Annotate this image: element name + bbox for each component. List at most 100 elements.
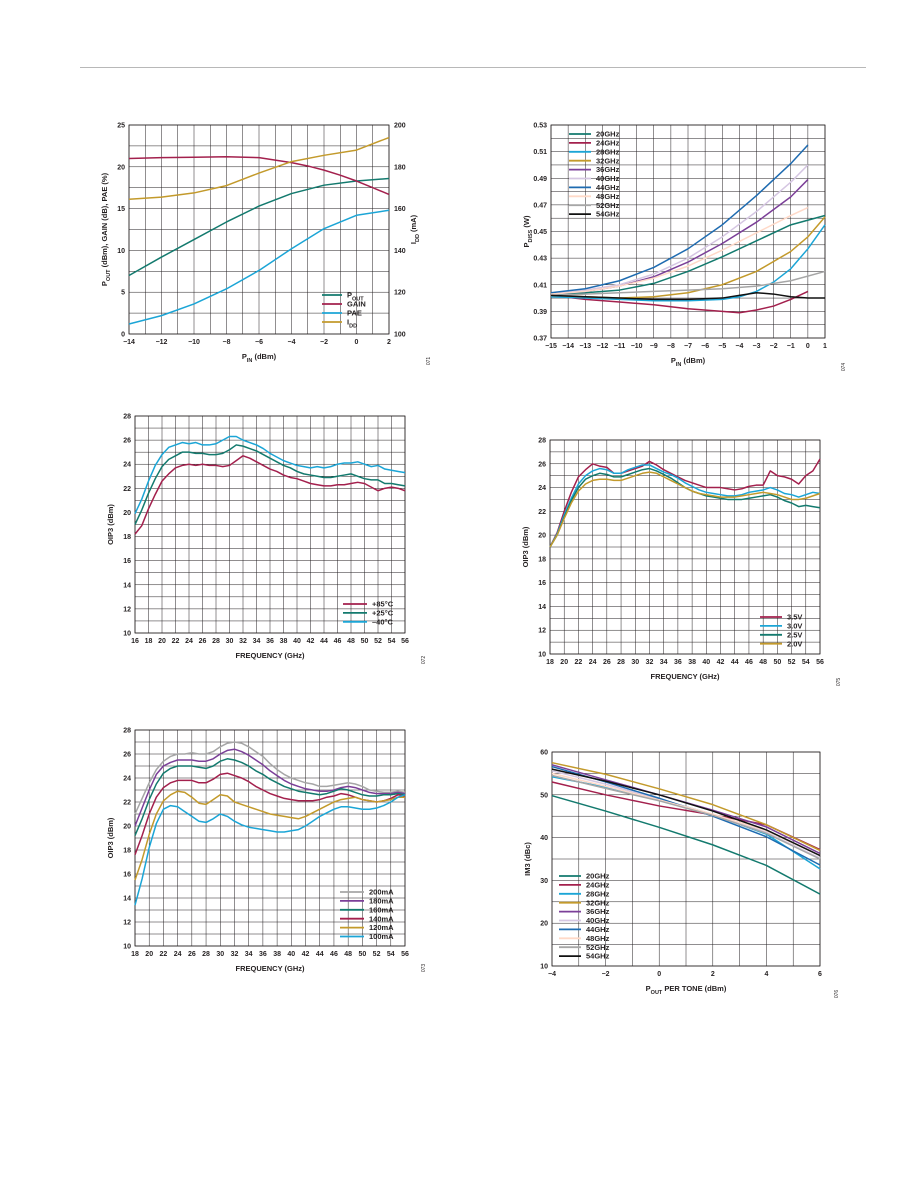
y-axis-label: PDISS (W) bbox=[522, 215, 534, 248]
series-line-40ghz bbox=[550, 164, 809, 295]
x-tick-label: 38 bbox=[280, 638, 288, 645]
x-tick-label: 36 bbox=[259, 951, 267, 958]
x-tick-label: 24 bbox=[589, 659, 597, 666]
legend-label: 54GHz bbox=[596, 210, 620, 219]
x-tick-label: −1 bbox=[787, 343, 795, 350]
x-tick-label: 18 bbox=[145, 638, 153, 645]
y-axis-label: IM3 (dBc) bbox=[523, 842, 532, 876]
y-tick-label: 14 bbox=[538, 604, 546, 611]
x-tick-label: 4 bbox=[764, 971, 768, 978]
x-tick-label: −14 bbox=[562, 343, 574, 350]
legend-label: POUT bbox=[347, 291, 364, 303]
series-line-28ghz bbox=[550, 224, 826, 302]
series-line-52ghz bbox=[551, 774, 821, 860]
x-tick-label: 28 bbox=[202, 951, 210, 958]
x-tick-label: 34 bbox=[660, 659, 668, 666]
y-tick-label: 20 bbox=[538, 533, 546, 540]
legend-label: 2.5V bbox=[787, 630, 802, 639]
oip3-vs-frequency-current-chart: 18 20 22 24 26 28 30 32 34 36 38 40 42 44 46 48 50 52 54 56… bbox=[106, 728, 427, 974]
oip3-vs-frequency-voltage-chart: 18 20 22 24 26 28 30 32 34 36 38 40 42 44 46 48 50 52 54 56… bbox=[521, 438, 842, 687]
x-tick-label: 42 bbox=[717, 659, 725, 666]
header-rule bbox=[80, 67, 866, 68]
x-tick-label: 42 bbox=[302, 951, 310, 958]
legend-label: IDD bbox=[347, 318, 357, 330]
y-tick-label: 26 bbox=[123, 438, 131, 445]
x-tick-label: 22 bbox=[172, 638, 180, 645]
x-tick-label: 50 bbox=[773, 659, 781, 666]
x-tick-label: 26 bbox=[199, 638, 207, 645]
y-tick-label: 0.41 bbox=[533, 282, 547, 289]
legend: 20GHz24GHz28GHz32GHz36GHz40GHz44GHz48GHz… bbox=[559, 872, 610, 961]
y-tick-label: 10 bbox=[538, 652, 546, 659]
series-line-pae bbox=[128, 209, 390, 325]
legend-label: +25°C bbox=[372, 609, 394, 618]
y-tick-label: 20 bbox=[123, 824, 131, 831]
y-tick-label: 10 bbox=[123, 944, 131, 951]
x-tick-label: 54 bbox=[387, 951, 395, 958]
series-line-44ghz bbox=[550, 144, 809, 294]
series-line-24ghz bbox=[550, 290, 809, 314]
legend-label: 120mA bbox=[369, 923, 394, 932]
y-tick-label: 16 bbox=[123, 872, 131, 879]
pdiss-vs-pin-chart: −15 −14 −13 −12 −11 −10 −9 −8 −7 −6 −5 −4 −3 −2 −1 0 10.… bbox=[522, 123, 847, 372]
x-tick-label: −12 bbox=[596, 343, 608, 350]
im3-vs-pout-per-tone-chart: −4 −2 0 2 4 6 10 20 30 40 50 60 POUT PER TONE (dBm) I… bbox=[523, 750, 840, 999]
series-line-52ghz bbox=[550, 270, 826, 297]
x-tick-label: −14 bbox=[123, 339, 135, 346]
legend-label: 200mA bbox=[369, 888, 394, 897]
x-tick-label: −2 bbox=[770, 343, 778, 350]
x-tick-label: 56 bbox=[816, 659, 824, 666]
legend-label: GAIN bbox=[347, 300, 366, 309]
y-axis-label: OIP3 (dBm) bbox=[521, 526, 530, 567]
series-line-160ma bbox=[134, 758, 406, 836]
legend-label: 2.0V bbox=[787, 639, 802, 648]
y-axis-label: OIP3 (dBm) bbox=[106, 817, 115, 858]
x-tick-label: −4 bbox=[735, 343, 743, 350]
x-tick-label: −10 bbox=[631, 343, 643, 350]
figure-code: 073 bbox=[421, 964, 427, 973]
x-tick-label: 32 bbox=[231, 951, 239, 958]
y2-tick-label: 140 bbox=[394, 248, 406, 255]
y-tick-label: 10 bbox=[123, 631, 131, 638]
y-tick-label: 18 bbox=[123, 534, 131, 541]
x-tick-label: 34 bbox=[253, 638, 261, 645]
legend-label: PAE bbox=[347, 309, 362, 318]
x-tick-label: 20 bbox=[145, 951, 153, 958]
y-tick-label: 0.43 bbox=[533, 256, 547, 263]
x-tick-label: 46 bbox=[330, 951, 338, 958]
x-tick-label: 50 bbox=[358, 951, 366, 958]
x-tick-label: 16 bbox=[131, 638, 139, 645]
x-tick-label: −2 bbox=[602, 971, 610, 978]
x-tick-label: 56 bbox=[401, 951, 409, 958]
y2-tick-label: 160 bbox=[394, 206, 406, 213]
legend-label: +85°C bbox=[372, 600, 394, 609]
y-tick-label: 40 bbox=[540, 835, 548, 842]
y-tick-label: 20 bbox=[540, 921, 548, 928]
y-tick-label: 18 bbox=[538, 556, 546, 563]
pout-gain-pae-idd-vs-pin-chart: −14 −12 −10 −8 −6 −4 −2 0 2051015202510012014016… bbox=[100, 123, 432, 366]
y-tick-label: 14 bbox=[123, 582, 131, 589]
series-line-48ghz bbox=[550, 206, 809, 295]
x-tick-label: 48 bbox=[347, 638, 355, 645]
x-axis-label: FREQUENCY (GHz) bbox=[235, 651, 305, 660]
x-tick-label: 48 bbox=[759, 659, 767, 666]
y-tick-label: 24 bbox=[538, 485, 546, 492]
x-tick-label: 52 bbox=[788, 659, 796, 666]
y-tick-label: 0.47 bbox=[533, 202, 547, 209]
x-tick-label: 40 bbox=[287, 951, 295, 958]
x-tick-label: 52 bbox=[373, 951, 381, 958]
y-tick-label: 0.39 bbox=[533, 309, 547, 316]
y-tick-label: 20 bbox=[117, 164, 125, 171]
x-tick-label: 42 bbox=[307, 638, 315, 645]
x-tick-label: 46 bbox=[334, 638, 342, 645]
x-tick-label: 2 bbox=[387, 339, 391, 346]
series-line-180ma bbox=[134, 748, 406, 827]
x-tick-label: 18 bbox=[546, 659, 554, 666]
x-tick-label: −11 bbox=[614, 343, 626, 350]
y-tick-label: 0.49 bbox=[533, 176, 547, 183]
x-tick-label: 54 bbox=[802, 659, 810, 666]
legend-label: 44GHz bbox=[596, 183, 620, 192]
x-tick-label: 6 bbox=[818, 971, 822, 978]
x-tick-label: −4 bbox=[548, 971, 556, 978]
